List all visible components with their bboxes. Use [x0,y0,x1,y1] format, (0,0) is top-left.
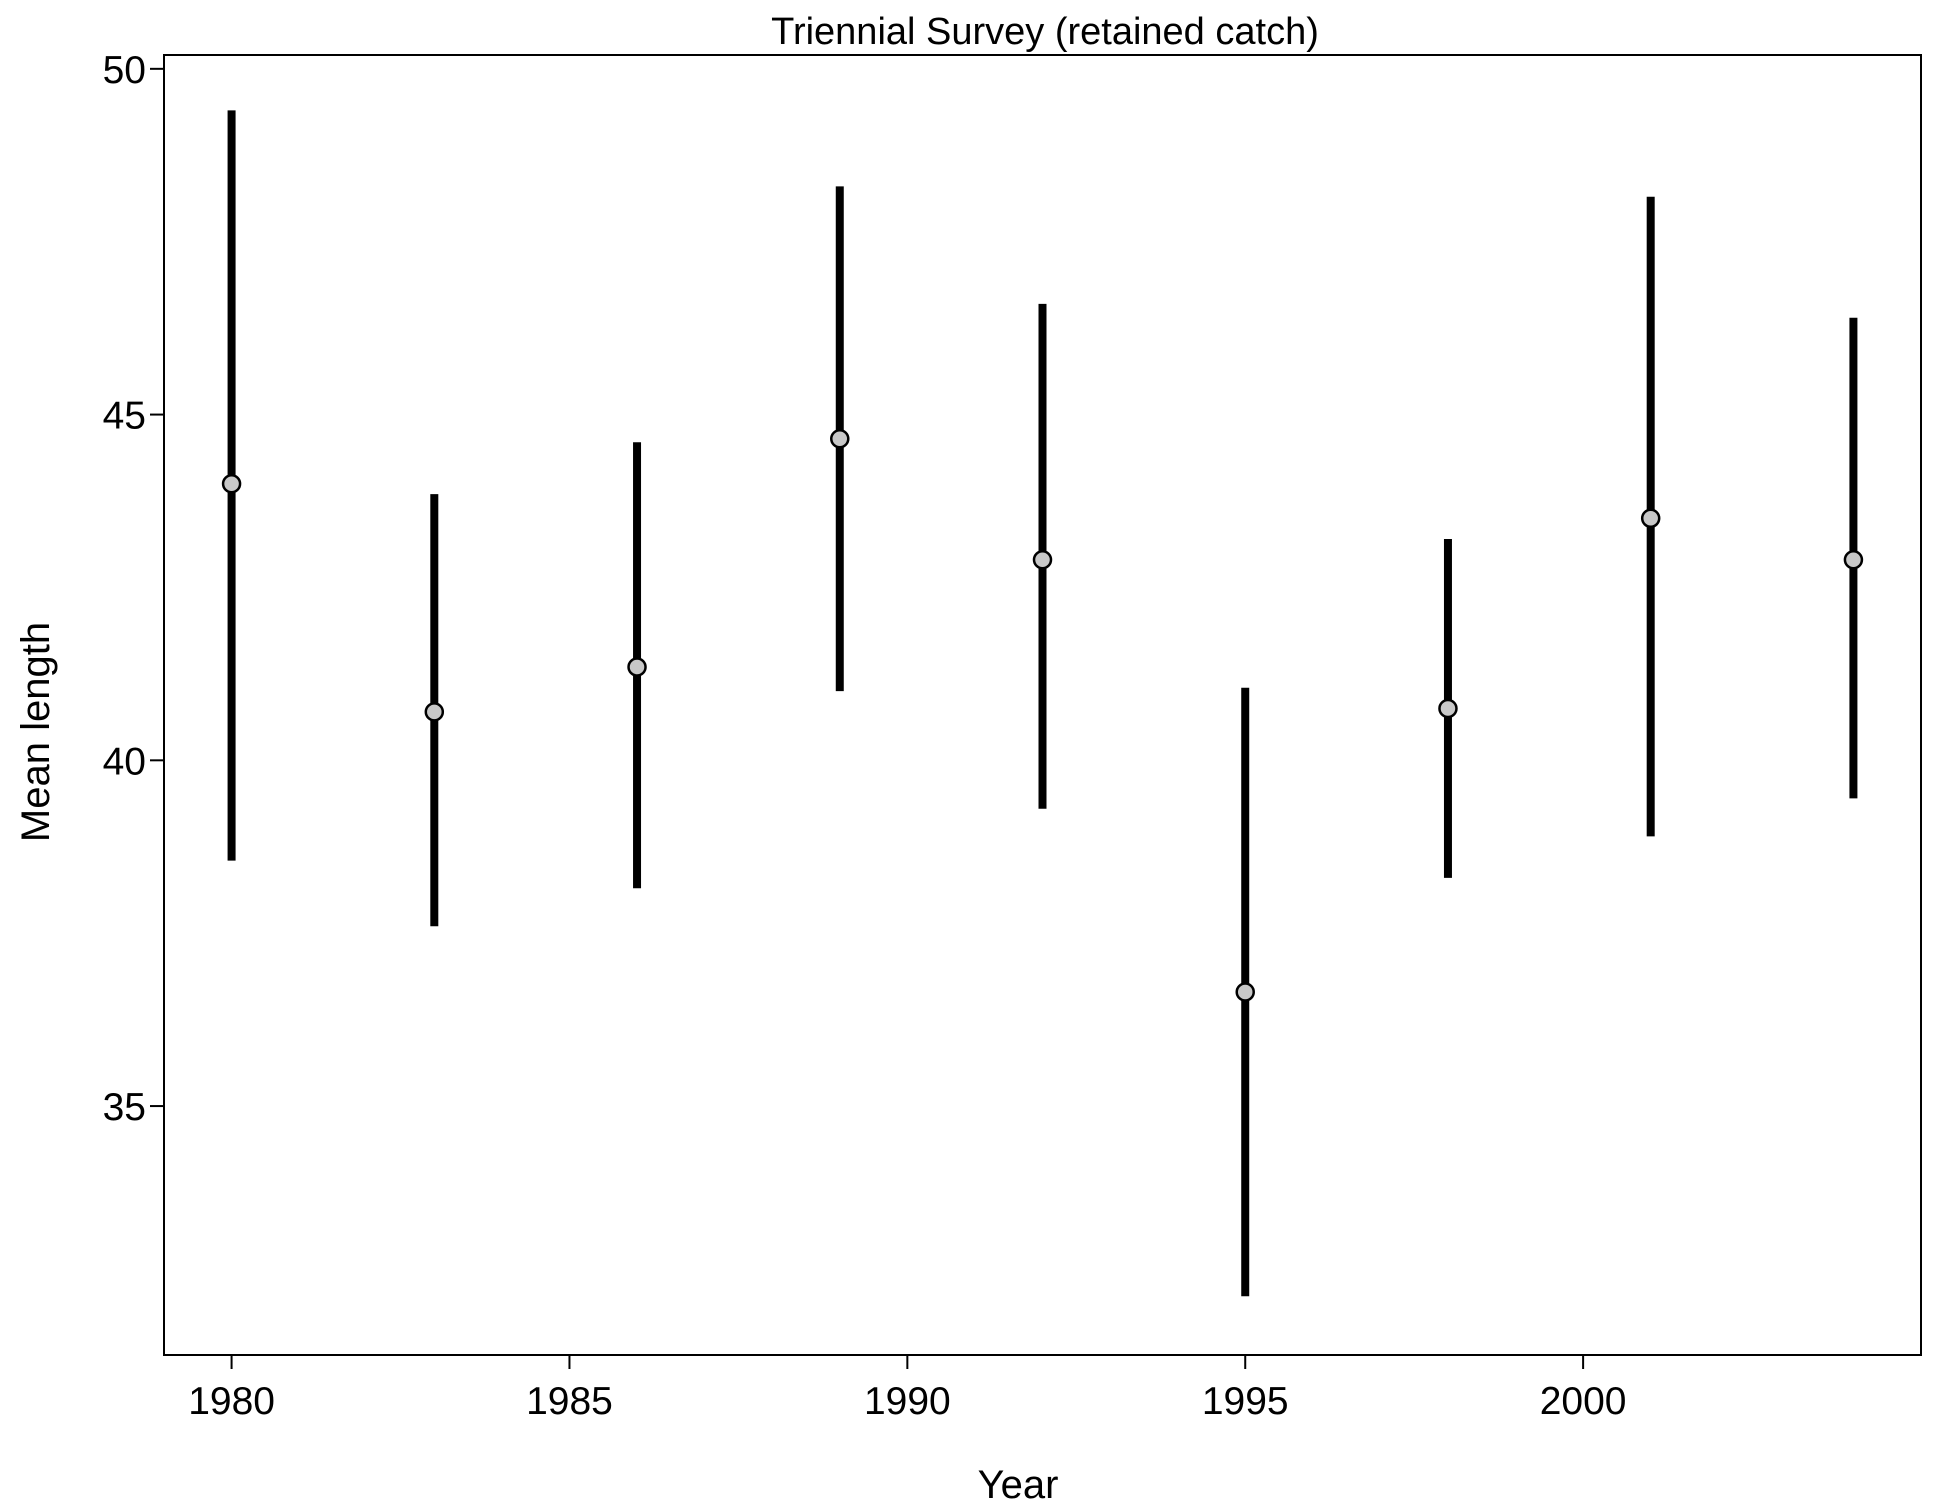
data-point [221,473,242,494]
data-point [1843,550,1864,570]
x-axis-title: Year [978,1463,1059,1500]
data-point [627,657,647,677]
x-tick-label: 1990 [864,1380,951,1423]
error-bars [227,110,1858,1297]
x-axis: 1980 1985 1990 1995 2000 [188,1355,1626,1423]
y-axis-title: Mean length [14,622,58,842]
data-point [424,702,445,722]
chart-title: Triennial Survey (retained catch) [771,11,1319,53]
plot-frame [163,54,1922,1356]
y-axis: 35 40 45 50 [103,49,164,1129]
data-point [830,429,850,449]
x-tick-label: 1985 [526,1380,613,1423]
x-tick-label: 2000 [1540,1380,1627,1423]
data-point [1640,508,1661,529]
x-tick-label: 1995 [1202,1380,1289,1423]
y-tick-label: 35 [103,1086,146,1129]
y-tick-label: 50 [103,49,146,92]
y-tick-label: 45 [103,395,146,438]
data-point [1032,550,1053,570]
y-tick-label: 40 [103,740,146,783]
data-points [221,429,1864,1002]
x-tick-label: 1980 [188,1380,275,1423]
data-point [1438,698,1458,719]
data-point [1235,982,1255,1002]
